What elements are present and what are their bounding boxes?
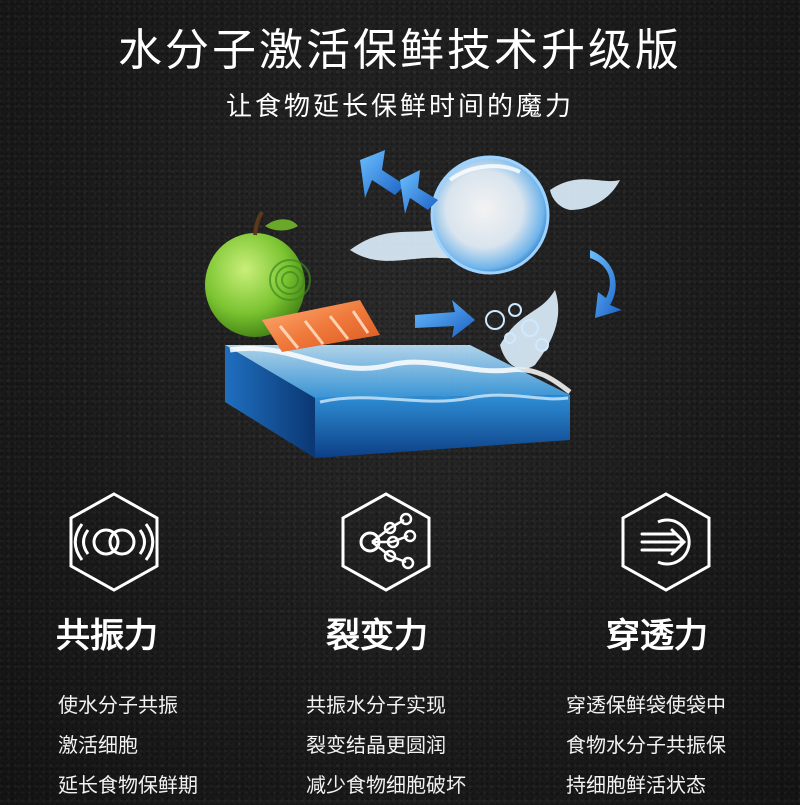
- molecule-split-icon: [334, 490, 438, 594]
- page-title: 水分子激活保鲜技术升级版: [118, 25, 682, 76]
- bubbles: [485, 303, 549, 352]
- desc-line: 延长食物保鲜期: [58, 773, 198, 797]
- feature-description: 使水分子共振 激活细胞 延长食物保鲜期: [58, 685, 198, 805]
- desc-line: 穿透保鲜袋使袋中: [566, 693, 726, 717]
- feature-fission: 裂变力 共振水分子实现 裂变结晶更圆润 减少食物细胞破坏: [290, 490, 510, 800]
- hero-illustration: [205, 150, 622, 458]
- desc-line: 减少食物细胞破坏: [306, 773, 466, 797]
- feature-description: 共振水分子实现 裂变结晶更圆润 减少食物细胞破坏: [306, 685, 466, 805]
- resonance-rings-icon: [62, 490, 166, 594]
- desc-line: 食物水分子共振保: [566, 733, 726, 757]
- feature-description: 穿透保鲜袋使袋中 食物水分子共振保 持细胞鲜活状态: [566, 685, 726, 805]
- water-block: [225, 345, 572, 458]
- salmon: [262, 300, 380, 352]
- desc-line: 激活细胞: [58, 733, 138, 757]
- desc-line: 使水分子共振: [58, 693, 178, 717]
- apple: [205, 210, 311, 337]
- feature-penetration: 穿透力 穿透保鲜袋使袋中 食物水分子共振保 持细胞鲜活状态: [560, 490, 800, 800]
- desc-line: 共振水分子实现: [306, 693, 446, 717]
- desc-line: 持细胞鲜活状态: [566, 773, 706, 797]
- page-subtitle: 让食物延长保鲜时间的魔力: [225, 92, 574, 122]
- feature-title: 穿透力: [606, 616, 708, 656]
- feature-title: 裂变力: [326, 616, 428, 656]
- feature-title: 共振力: [56, 616, 158, 656]
- desc-line: 裂变结晶更圆润: [306, 733, 446, 757]
- penetrate-arrow-icon: [614, 490, 718, 594]
- blue-arrows: [360, 150, 622, 338]
- water-sphere: [430, 155, 550, 275]
- feature-resonance: 共振力 使水分子共振 激活细胞 延长食物保鲜期: [0, 490, 230, 800]
